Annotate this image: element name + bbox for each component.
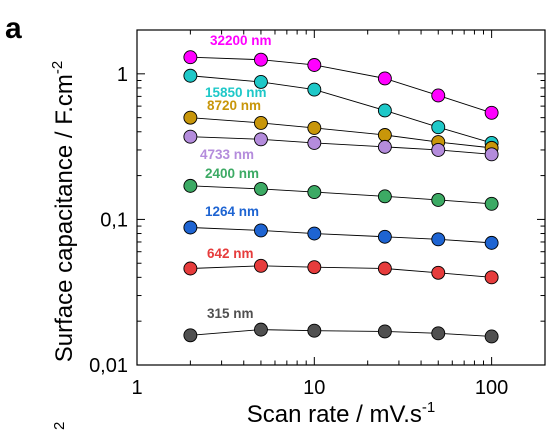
data-point: [431, 143, 446, 157]
data-point: [253, 322, 268, 337]
data-point: [253, 223, 268, 238]
series-line: [190, 227, 492, 244]
data-point: [307, 185, 322, 200]
data-point: [377, 71, 392, 86]
panel-label: a: [5, 12, 22, 45]
data-point: [183, 68, 198, 83]
data-point: [253, 258, 268, 273]
data-point: [484, 329, 499, 344]
data-point: [183, 129, 198, 144]
data-point: [431, 193, 446, 207]
data-point: [484, 196, 499, 211]
data-point: [431, 120, 446, 135]
data-point: [377, 139, 392, 154]
data-point: [307, 323, 322, 338]
data-point: [377, 189, 392, 204]
data-point: [253, 52, 268, 67]
stray-mark: 2: [51, 422, 68, 430]
series-line: [190, 75, 492, 144]
data-point: [431, 88, 446, 103]
series-label: 315 nm: [207, 306, 254, 321]
series-label: 1264 nm: [205, 204, 259, 219]
data-point: [253, 181, 268, 196]
series-label: 2400 nm: [205, 166, 259, 181]
data-point: [484, 270, 499, 285]
data-point: [253, 132, 268, 147]
data-point: [377, 128, 392, 142]
x-tick-label: 100: [475, 377, 508, 399]
x-tick-label: 10: [303, 377, 325, 399]
data-point: [307, 120, 322, 135]
series-line: [190, 56, 492, 114]
series-line: [190, 117, 492, 149]
series-line: [190, 329, 492, 337]
data-point: [307, 58, 322, 72]
data-point: [431, 232, 446, 247]
data-point: [377, 229, 392, 244]
data-point: [484, 235, 499, 250]
series-label: 15850 nm: [205, 85, 267, 100]
data-point: [253, 115, 268, 130]
y-tick-label: 0,1: [100, 209, 128, 231]
data-point: [183, 220, 198, 235]
plot-frame: [136, 29, 546, 366]
data-point: [307, 260, 322, 275]
y-axis-label: Surface capacitance / F.cm-2: [49, 61, 78, 362]
y-tick-label: 1: [117, 64, 128, 86]
data-point: [377, 103, 392, 118]
data-point: [431, 326, 446, 341]
data-point: [253, 74, 268, 89]
series-label: 642 nm: [207, 246, 254, 261]
data-point: [484, 105, 499, 120]
x-tick-label: 1: [131, 377, 142, 399]
data-point: [183, 50, 198, 65]
data-point: [484, 147, 499, 162]
data-point: [377, 324, 392, 339]
data-point: [183, 261, 198, 276]
data-point: [431, 265, 446, 280]
series-line: [190, 185, 492, 205]
data-point: [183, 178, 198, 193]
data-point: [377, 261, 392, 276]
series-label: 8720 nm: [207, 98, 261, 113]
data-point: [307, 136, 322, 150]
series-label: 32200 nm: [210, 33, 272, 48]
series-line: [190, 265, 492, 278]
series-label: 4733 nm: [200, 147, 254, 162]
data-point: [307, 82, 322, 97]
data-point: [307, 226, 322, 241]
series-line: [190, 136, 492, 155]
data-point: [183, 110, 198, 125]
y-tick-label: 0,01: [89, 355, 128, 377]
x-axis-label: Scan rate / mV.s-1: [247, 399, 436, 428]
data-point: [183, 328, 198, 343]
